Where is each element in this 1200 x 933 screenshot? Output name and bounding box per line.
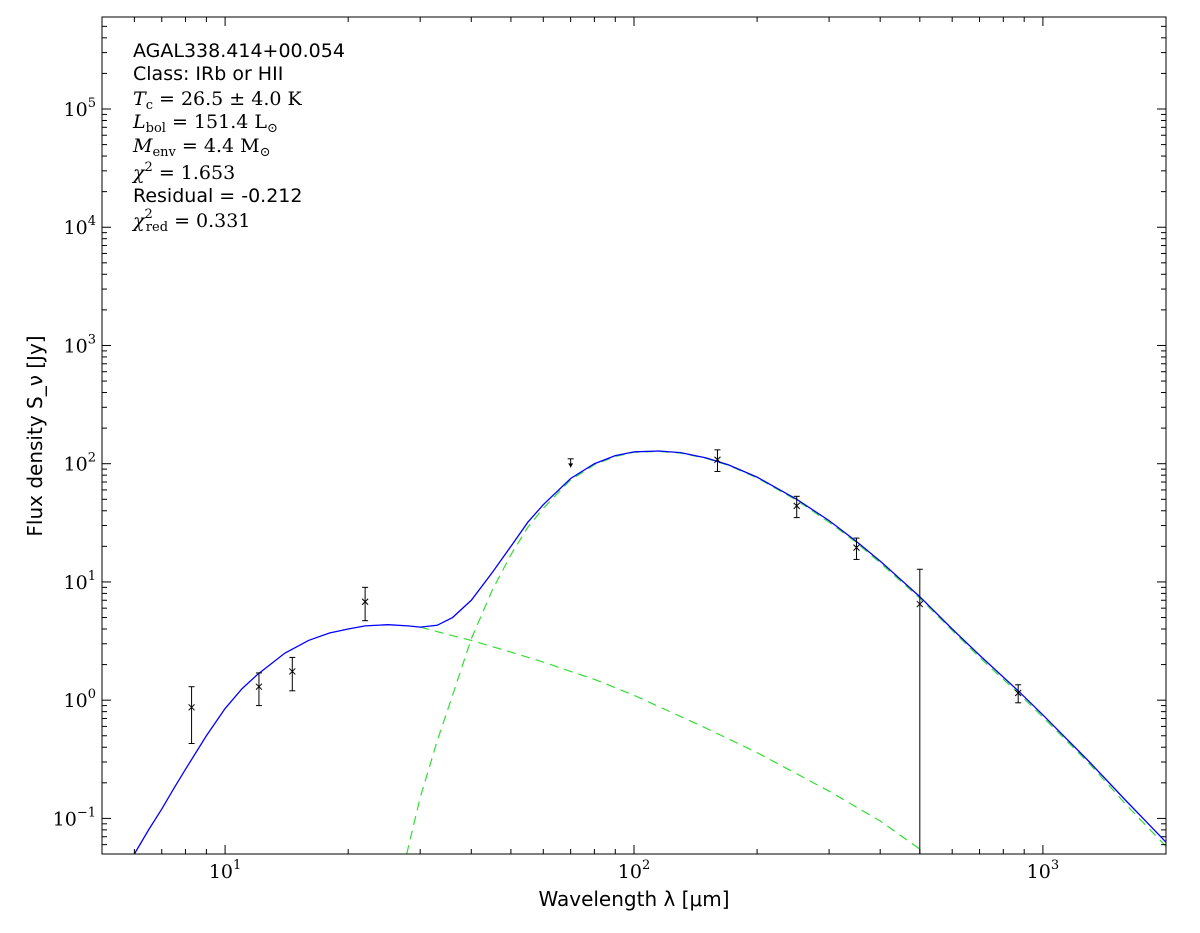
x-tick-label: 101 [209,858,241,883]
data-marker [714,456,721,464]
source-class: Class: IRb or HII [133,63,283,85]
residual-label: Residual = -0.212 [133,185,303,207]
data-point [853,537,860,560]
mass-label: Menv = 4.4 M⊙ [132,135,271,160]
total-model [133,450,1166,854]
observations [188,449,1022,855]
data-marker [853,544,860,552]
y-axis-label: Flux density S_ν [Jy] [23,335,47,536]
data-marker [1014,689,1022,697]
data-point [188,686,195,745]
upper-limit [567,458,574,468]
upper-limit-arrow [568,463,574,468]
x-tick-label: 102 [618,858,650,883]
data-marker [255,683,263,691]
axis-ticks: 101 102 103 10−1 100 101 102 103 104 105 [53,16,1167,883]
data-point [714,449,721,472]
luminosity-label: Lbol = 151.4 L⊙ [132,111,278,136]
x-axis-label: Wavelength λ [μm] [538,887,729,911]
source-name: AGAL338.414+00.054 [133,40,345,62]
data-point [1014,684,1022,704]
y-tick-label: 101 [64,569,96,594]
y-tick-label: 104 [64,214,96,239]
x-tick-label: 103 [1027,858,1059,883]
chi-square-label: χ2 = 1.653 [131,160,235,184]
y-tick-label: 102 [64,451,96,476]
y-tick-label: 103 [64,332,96,357]
y-tick-label: 105 [64,96,96,121]
plot-background [102,17,1166,854]
data-marker [916,600,924,608]
data-marker [288,668,296,675]
y-tick-label: 10−1 [53,805,96,830]
data-point [361,586,369,622]
data-point [255,672,263,707]
total-model-curve [133,450,1166,854]
data-marker [361,598,369,606]
data-point [793,495,801,519]
component-curve-1 [420,626,921,850]
data-marker [188,703,195,711]
temperature-label: Tc = 26.5 ± 4.0 K [133,88,303,113]
reduced-chi-square-label: χ2 red = 0.331 [131,207,250,235]
y-tick-label: 100 [64,687,96,712]
data-point [288,656,296,692]
data-marker [793,502,801,510]
